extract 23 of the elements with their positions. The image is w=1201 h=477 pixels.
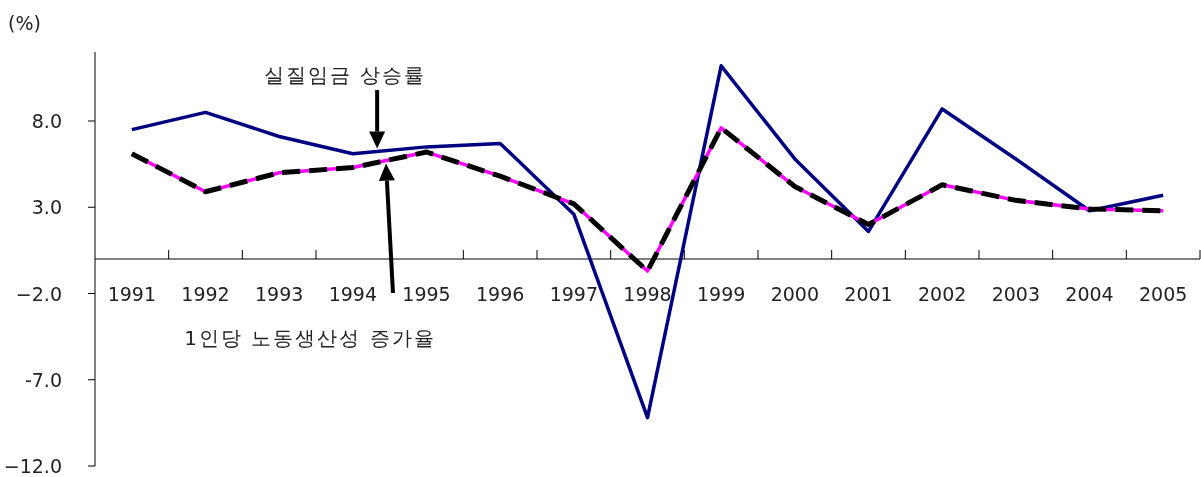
x-tick-label: 1991 [107, 283, 157, 305]
x-tick-label: 1996 [475, 283, 525, 305]
y-axis-title: (%) [8, 12, 41, 34]
x-tick-label: 2000 [770, 283, 820, 305]
x-tick-label: 1992 [181, 283, 230, 305]
y-tick-label: -7.0 [24, 368, 62, 391]
x-tick-label: 2001 [844, 283, 893, 305]
x-tick-label: 1998 [623, 283, 672, 305]
x-tick-label: 2003 [991, 283, 1041, 305]
x-tick-label: 1999 [696, 283, 746, 305]
annotation: 실질임금 상승률 [263, 63, 427, 87]
x-tick-label: 1995 [402, 283, 451, 305]
y-tick-label: −2.0 [15, 282, 62, 305]
y-tick-label: 3.0 [31, 196, 62, 219]
x-tick-label: 2005 [1138, 283, 1188, 305]
y-tick-label: −12.0 [3, 455, 62, 477]
x-tick-label: 1997 [549, 283, 599, 305]
x-tick-label: 2004 [1065, 283, 1114, 305]
x-tick-label: 1994 [328, 283, 378, 305]
y-tick-label: 8.0 [31, 110, 62, 132]
x-tick-label: 1993 [254, 283, 304, 305]
x-tick-label: 2002 [917, 283, 967, 305]
annotation: 1인당 노동생산성 증가율 [184, 326, 436, 350]
